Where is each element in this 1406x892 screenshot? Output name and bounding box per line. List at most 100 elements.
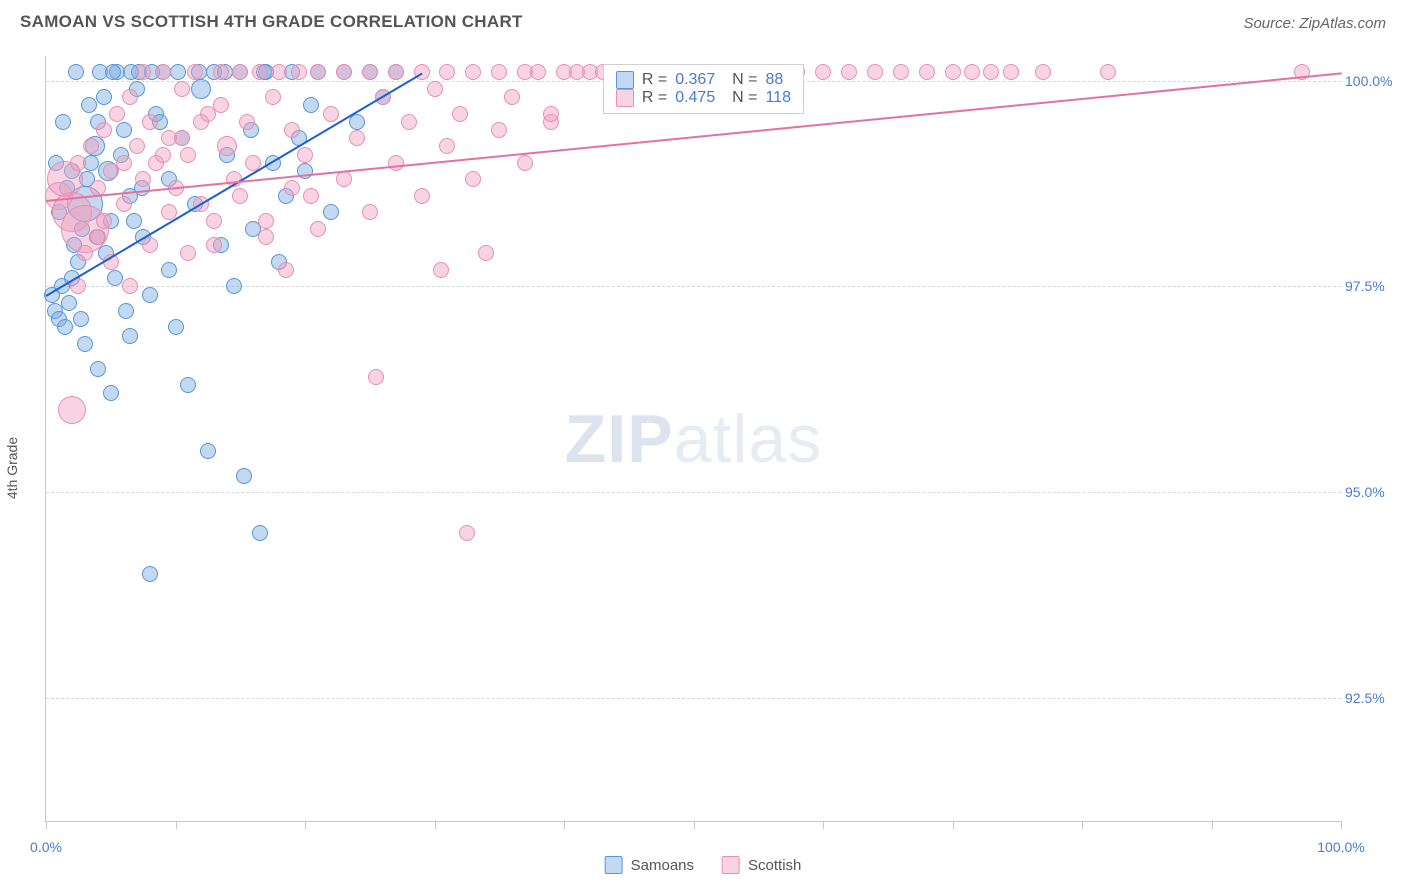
data-point xyxy=(77,245,93,261)
data-point xyxy=(105,64,121,80)
data-point xyxy=(867,64,883,80)
data-point xyxy=(55,114,71,130)
data-point xyxy=(68,64,84,80)
data-point xyxy=(271,64,287,80)
data-point xyxy=(122,278,138,294)
legend-n-label: N = xyxy=(723,89,757,107)
data-point xyxy=(414,188,430,204)
plot-area: ZIPatlas 92.5%95.0%97.5%100.0%0.0%100.0%… xyxy=(45,56,1341,822)
data-point xyxy=(336,64,352,80)
data-point xyxy=(893,64,909,80)
data-point xyxy=(303,97,319,113)
data-point xyxy=(135,171,151,187)
x-tick xyxy=(694,821,695,829)
data-point xyxy=(1003,64,1019,80)
data-point xyxy=(945,64,961,80)
legend-item: Samoans xyxy=(605,856,694,874)
data-point xyxy=(452,106,468,122)
data-point xyxy=(284,180,300,196)
data-point xyxy=(180,147,196,163)
data-point xyxy=(1035,64,1051,80)
data-point xyxy=(217,136,237,156)
data-point xyxy=(170,64,186,80)
data-point xyxy=(478,245,494,261)
y-axis-label: 4th Grade xyxy=(4,437,20,499)
data-point xyxy=(129,138,145,154)
data-point xyxy=(291,64,307,80)
data-point xyxy=(226,278,242,294)
legend-swatch xyxy=(616,89,634,107)
legend-row: R = 0.475 N = 118 xyxy=(616,89,791,107)
data-point xyxy=(191,79,211,99)
data-point xyxy=(142,114,158,130)
data-point xyxy=(107,270,123,286)
data-point xyxy=(70,155,86,171)
data-point xyxy=(126,213,142,229)
data-point xyxy=(180,377,196,393)
data-point xyxy=(155,147,171,163)
watermark: ZIPatlas xyxy=(565,400,822,478)
data-point xyxy=(118,303,134,319)
data-point xyxy=(368,369,384,385)
data-point xyxy=(439,138,455,154)
data-point xyxy=(964,64,980,80)
data-point xyxy=(73,311,89,327)
legend-row: R = 0.367 N = 88 xyxy=(616,71,791,89)
data-point xyxy=(77,336,93,352)
x-tick xyxy=(564,821,565,829)
legend-r-label: R = xyxy=(642,89,667,107)
legend-label: Scottish xyxy=(748,857,801,874)
data-point xyxy=(206,213,222,229)
data-point xyxy=(116,196,132,212)
data-point xyxy=(232,188,248,204)
data-point xyxy=(336,171,352,187)
legend-label: Samoans xyxy=(631,857,694,874)
data-point xyxy=(142,287,158,303)
data-point xyxy=(504,89,520,105)
data-point xyxy=(187,64,203,80)
gridline xyxy=(46,492,1341,493)
x-tick xyxy=(953,821,954,829)
data-point xyxy=(206,237,222,253)
data-point xyxy=(303,188,319,204)
data-point xyxy=(90,229,106,245)
data-point xyxy=(323,106,339,122)
x-tick-label: 0.0% xyxy=(30,839,62,855)
legend-n-value: 118 xyxy=(765,89,791,107)
bottom-legend: Samoans Scottish xyxy=(605,856,802,874)
data-point xyxy=(252,64,268,80)
data-point xyxy=(491,122,507,138)
data-point xyxy=(135,64,151,80)
data-point xyxy=(116,122,132,138)
data-point xyxy=(983,64,999,80)
data-point xyxy=(57,319,73,335)
legend-item: Scottish xyxy=(722,856,801,874)
data-point xyxy=(310,64,326,80)
chart-source: Source: ZipAtlas.com xyxy=(1243,15,1386,32)
data-point xyxy=(465,64,481,80)
data-point xyxy=(543,106,559,122)
data-point xyxy=(122,328,138,344)
data-point xyxy=(517,155,533,171)
data-point xyxy=(323,204,339,220)
chart-container: 4th Grade ZIPatlas 92.5%95.0%97.5%100.0%… xyxy=(0,44,1406,892)
data-point xyxy=(362,204,378,220)
data-point xyxy=(142,237,158,253)
data-point xyxy=(278,262,294,278)
data-point xyxy=(439,64,455,80)
data-point xyxy=(239,114,255,130)
data-point xyxy=(96,213,112,229)
data-point xyxy=(427,81,443,97)
data-point xyxy=(388,155,404,171)
data-point xyxy=(258,213,274,229)
legend-r-label: R = xyxy=(642,71,667,89)
data-point xyxy=(155,64,171,80)
x-tick xyxy=(435,821,436,829)
data-point xyxy=(142,566,158,582)
y-tick-label: 92.5% xyxy=(1345,690,1403,706)
data-point xyxy=(388,64,404,80)
data-point xyxy=(90,180,106,196)
data-point xyxy=(116,155,132,171)
gridline xyxy=(46,698,1341,699)
data-point xyxy=(200,443,216,459)
